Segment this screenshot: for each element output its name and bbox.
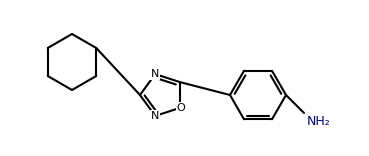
Text: NH₂: NH₂ — [307, 115, 331, 128]
Text: O: O — [176, 103, 185, 113]
Text: N: N — [151, 111, 159, 121]
Text: N: N — [151, 69, 159, 79]
